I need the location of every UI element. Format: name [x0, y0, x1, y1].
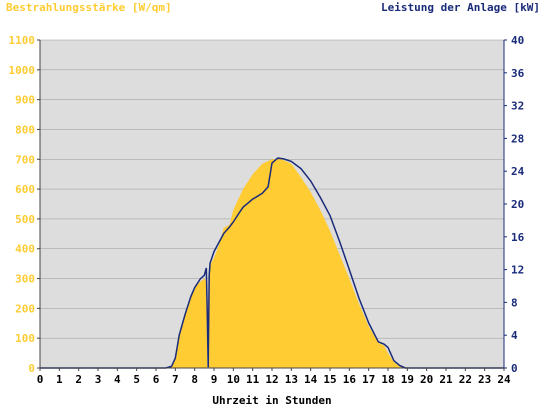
- left-tick-label: 100: [15, 332, 35, 345]
- x-tick-label: 11: [246, 373, 260, 386]
- left-tick-labels: 0 100 200 300 400 500 600 700 800 900 1000 1100: [9, 34, 40, 375]
- x-tick-label: 23: [478, 373, 491, 386]
- left-tick-label: 0: [28, 362, 35, 375]
- left-axis-title: Bestrahlungsstärke [W/qm]: [6, 1, 172, 14]
- x-tick-label: 20: [420, 373, 433, 386]
- right-tick-label: 8: [511, 296, 518, 309]
- x-tick-label: 7: [172, 373, 179, 386]
- irradiance-area: [40, 159, 504, 368]
- x-tick-label: 17: [362, 373, 375, 386]
- right-tick-label: 16: [511, 231, 525, 244]
- left-tick-label: 1100: [9, 34, 36, 47]
- x-axis-title: Uhrzeit in Stunden: [212, 394, 332, 407]
- x-tick-label: 14: [304, 373, 318, 386]
- x-tick-label: 22: [459, 373, 472, 386]
- left-tick-label: 200: [15, 302, 35, 315]
- right-tick-label: 28: [511, 132, 524, 145]
- right-tick-label: 20: [511, 198, 524, 211]
- right-tick-label: 12: [511, 264, 524, 277]
- x-tick-label: 6: [153, 373, 160, 386]
- x-tick-label: 24: [497, 373, 511, 386]
- right-tick-label: 36: [511, 67, 525, 80]
- x-tick-label: 2: [75, 373, 82, 386]
- x-tick-label: 18: [381, 373, 394, 386]
- x-tick-label: 9: [211, 373, 218, 386]
- x-tick-label: 10: [227, 373, 240, 386]
- x-tick-label: 21: [439, 373, 453, 386]
- right-tick-labels: 0 4 8 12 16 20 24 28 32 36 40: [504, 34, 525, 375]
- x-tick-label: 19: [401, 373, 414, 386]
- left-tick-label: 700: [15, 153, 35, 166]
- left-tick-label: 900: [15, 94, 35, 107]
- x-tick-label: 8: [191, 373, 198, 386]
- x-tick-label: 16: [343, 373, 357, 386]
- x-tick-labels: 0 1 2 3 4 5 6 7 8 9 10 11 12 13 14 15 16 17 18 19 20 21 22 23 24: [37, 368, 511, 386]
- x-tick-label: 5: [133, 373, 140, 386]
- left-tick-label: 300: [15, 273, 35, 286]
- left-tick-label: 600: [15, 183, 35, 196]
- right-axis-title: Leistung der Anlage [kW]: [381, 1, 540, 14]
- x-tick-label: 1: [56, 373, 63, 386]
- x-tick-label: 12: [265, 373, 278, 386]
- right-tick-label: 32: [511, 100, 524, 113]
- x-tick-label: 4: [114, 373, 121, 386]
- power-line-layer: [40, 157, 504, 369]
- left-tick-label: 800: [15, 123, 35, 136]
- left-tick-label: 1000: [9, 64, 36, 77]
- right-tick-label: 4: [511, 329, 518, 342]
- right-tick-label: 24: [511, 165, 525, 178]
- x-tick-label: 15: [323, 373, 336, 386]
- x-tick-label: 13: [285, 373, 298, 386]
- power-line: [40, 157, 504, 369]
- irradiance-area-layer: [40, 159, 504, 368]
- x-tick-label: 3: [95, 373, 102, 386]
- right-tick-label: 40: [511, 34, 524, 47]
- x-tick-label: 0: [37, 373, 44, 386]
- left-tick-label: 500: [15, 213, 35, 226]
- left-tick-label: 400: [15, 243, 35, 256]
- right-tick-label: 0: [511, 362, 518, 375]
